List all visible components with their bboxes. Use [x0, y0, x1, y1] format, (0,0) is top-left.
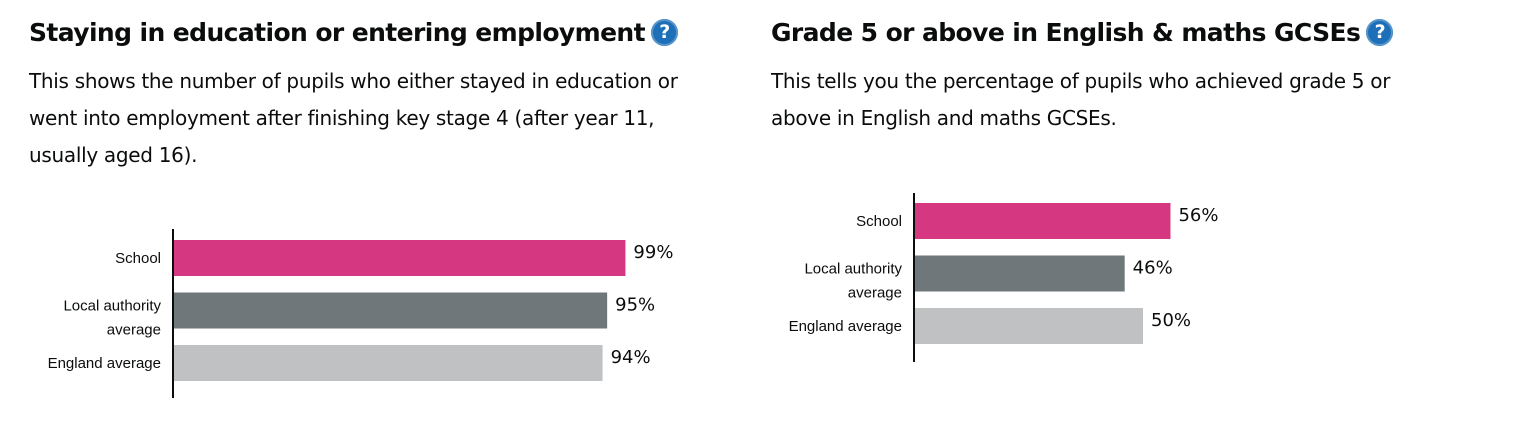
bar-1	[915, 255, 1125, 292]
panel-title-text: Grade 5 or above in English & maths GCSE…	[771, 18, 1361, 47]
category-label: School	[115, 250, 161, 267]
category-label: School	[856, 213, 902, 230]
value-label: 94%	[611, 347, 651, 368]
value-label: 99%	[633, 242, 673, 263]
panel-staying-in-education: Staying in education or entering employm…	[0, 0, 760, 441]
category-label: England average	[48, 355, 161, 372]
bar-chart-grade-5-english-maths: School 56% Local authority average 46% Englan…	[789, 193, 1218, 362]
panel-title: Grade 5 or above in English & maths GCSE…	[771, 18, 1394, 47]
value-label: 46%	[1133, 258, 1173, 279]
value-label: 50%	[1151, 310, 1191, 331]
panel-description: This tells you the percentage of pupils …	[771, 69, 1391, 130]
bar-1	[174, 292, 608, 329]
bar-0	[174, 240, 626, 276]
category-label: England average	[789, 318, 902, 335]
value-label: 56%	[1178, 205, 1218, 226]
value-label: 95%	[615, 295, 655, 316]
panel-title-text: Staying in education or entering employm…	[29, 18, 646, 47]
bar-2	[174, 345, 603, 381]
bar-chart-staying-in-education: School 99% Local authority average 95% Englan…	[48, 229, 673, 398]
category-label: Local authority average	[63, 298, 161, 339]
question-icon[interactable]: ?	[1366, 19, 1394, 46]
category-label: Local authority average	[804, 261, 902, 302]
panel-grade-5-english-maths: Grade 5 or above in English & maths GCSE…	[742, 0, 1533, 441]
question-icon[interactable]: ?	[651, 19, 678, 46]
panel-title: Staying in education or entering employm…	[29, 18, 678, 47]
panel-description: This shows the number of pupils who eith…	[29, 69, 678, 167]
bar-2	[915, 308, 1143, 344]
bar-0	[915, 203, 1171, 239]
